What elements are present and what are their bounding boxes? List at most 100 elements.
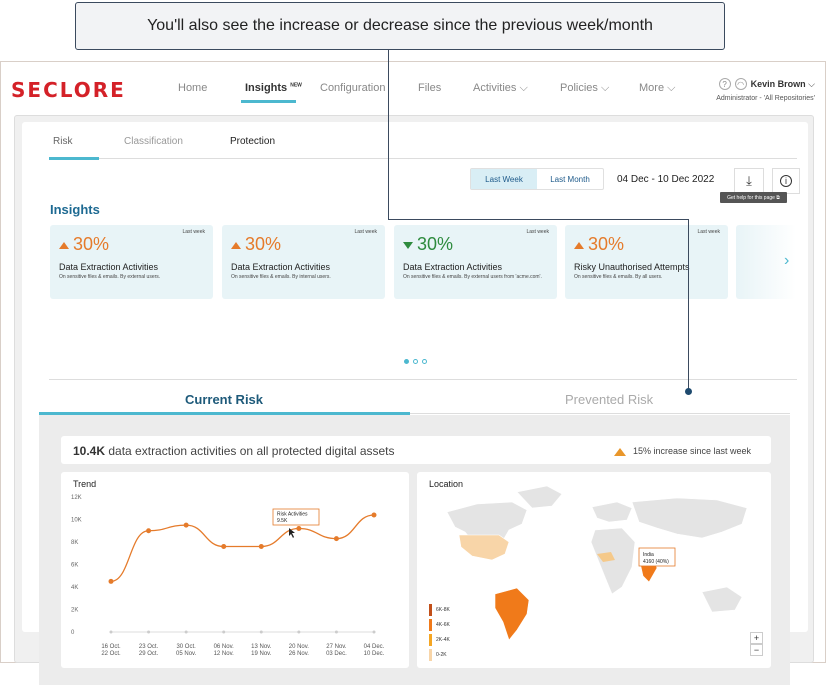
- location-map-card: Location India 4160 (40%): [417, 472, 771, 668]
- main-content: Risk Classification Protection Last Week…: [14, 115, 814, 685]
- subtab-divider: [49, 158, 797, 159]
- insight-card-partial[interactable]: [736, 225, 796, 299]
- map-legend: 6K-8K 4K-6K 2K-4K 0-2K: [429, 602, 450, 662]
- x-tick-label: 30 Oct.: [176, 644, 196, 650]
- data-point: [108, 578, 114, 584]
- nav-files[interactable]: Files: [418, 82, 442, 94]
- y-tick-label: 2K: [71, 608, 78, 614]
- risk-tab-indicator: [39, 412, 410, 415]
- card-period: Last week: [354, 229, 377, 235]
- nav-insights[interactable]: Insights NEW: [245, 82, 302, 94]
- map-zoom-controls: + −: [750, 632, 763, 656]
- x-tick-label: 13 Nov.: [251, 644, 272, 650]
- last-week-button[interactable]: Last Week: [471, 169, 537, 189]
- insight-card[interactable]: Last week 30% Data Extraction Activities…: [50, 225, 213, 299]
- x-tick-label: 12 Nov.: [214, 651, 235, 657]
- mouse-cursor-icon: [289, 528, 295, 538]
- subtab-protection[interactable]: Protection: [230, 136, 276, 147]
- card-subtitle: On sensitive files & emails. By all user…: [574, 274, 663, 280]
- nav-more[interactable]: More ⌵: [639, 82, 676, 94]
- insight-card[interactable]: Last week 30% Risky Unauthorised Attempt…: [565, 225, 728, 299]
- india-tooltip-country: India: [643, 552, 654, 558]
- x-tick: [222, 630, 226, 634]
- tab-prevented-risk[interactable]: Prevented Risk: [565, 392, 654, 407]
- insights-title: Insights: [50, 202, 100, 217]
- card-period: Last week: [526, 229, 549, 235]
- new-badge: NEW: [290, 82, 302, 89]
- carousel-dot[interactable]: [422, 359, 427, 364]
- tab-current-risk[interactable]: Current Risk: [185, 392, 264, 407]
- zoom-out-button[interactable]: −: [750, 644, 763, 656]
- insight-card[interactable]: Last week 30% Data Extraction Activities…: [394, 225, 557, 299]
- region-usa: [458, 534, 510, 561]
- nav-active-indicator: [241, 100, 296, 103]
- y-tick-label: 6K: [71, 563, 78, 569]
- x-tick-label: 03 Dec.: [326, 651, 347, 657]
- risk-summary: 10.4K data extraction activities on all …: [61, 436, 771, 464]
- increase-arrow-icon: [574, 241, 584, 249]
- callout-connector: [388, 50, 389, 220]
- card-percent: 30%: [574, 234, 624, 255]
- increase-arrow-icon: [613, 447, 626, 456]
- x-tick: [297, 630, 301, 634]
- region-brazil: [494, 587, 530, 641]
- carousel-dot[interactable]: [404, 359, 409, 364]
- carousel-dot[interactable]: [413, 359, 418, 364]
- zoom-in-button[interactable]: +: [750, 632, 763, 644]
- chart-tooltip-value: 9.5K: [277, 518, 288, 524]
- world-map[interactable]: India 4160 (40%): [417, 472, 771, 668]
- x-tick: [372, 630, 376, 634]
- trend-chart-card: Trend 0 2K 4K 6K 8K 10K 12K 16 Oct. 22 Oct. 23 Oc…: [61, 472, 409, 668]
- chart-tooltip-label: Risk Activities: [277, 512, 308, 518]
- india-tooltip-value: 4160 (40%): [643, 559, 669, 565]
- y-tick-label: 10K: [71, 518, 82, 524]
- info-icon: i: [780, 175, 792, 187]
- y-tick-label: 12K: [71, 495, 82, 501]
- chevron-down-icon[interactable]: ⌵: [808, 79, 815, 89]
- trend-line: [110, 514, 375, 583]
- region-middle-east: [597, 552, 615, 562]
- insight-card[interactable]: Last week 30% Data Extraction Activities…: [222, 225, 385, 299]
- chevron-right-icon[interactable]: ›: [784, 252, 790, 269]
- period-toggle: Last Week Last Month: [470, 168, 604, 190]
- x-tick-label: 22 Oct.: [101, 651, 121, 657]
- x-tick-label: 23 Oct.: [139, 644, 159, 650]
- top-nav: Home Insights NEW Configuration Files Ac…: [1, 82, 701, 102]
- card-title: Data Extraction Activities: [231, 262, 331, 272]
- increase-arrow-icon: [59, 241, 69, 249]
- summary-text: 10.4K data extraction activities on all …: [73, 444, 395, 458]
- nav-configuration[interactable]: Configuration: [320, 82, 386, 94]
- nav-home[interactable]: Home: [178, 82, 208, 94]
- subtab-classification[interactable]: Classification: [124, 136, 183, 147]
- subtab-risk[interactable]: Risk: [53, 136, 73, 147]
- user-role: Administrator - 'All Repositories': [716, 95, 815, 102]
- callout-pointer: [685, 388, 692, 395]
- y-tick-label: 4K: [71, 585, 78, 591]
- card-subtitle: On sensitive files & emails. By external…: [59, 274, 161, 280]
- info-button[interactable]: i: [772, 168, 800, 194]
- callout-connector: [688, 219, 689, 391]
- data-point: [371, 512, 377, 518]
- callout-connector: [388, 219, 688, 220]
- download-button[interactable]: ⤓: [734, 168, 764, 194]
- nav-policies[interactable]: Policies ⌵: [560, 82, 610, 94]
- x-tick-label: 16 Oct.: [101, 644, 121, 650]
- risk-tab-divider: [410, 413, 790, 414]
- carousel-dots: [404, 359, 427, 364]
- user-menu[interactable]: ? ◠ Kevin Brown ⌵ Administrator - 'All Rep…: [716, 78, 815, 102]
- subtab-active-indicator: [49, 157, 99, 160]
- callout-text: You'll also see the increase or decrease…: [147, 17, 653, 34]
- nav-activities[interactable]: Activities ⌵: [473, 82, 528, 94]
- date-range: 04 Dec - 10 Dec 2022: [617, 174, 715, 185]
- help-question-icon[interactable]: ?: [718, 78, 731, 90]
- y-tick-label: 0: [71, 630, 75, 636]
- y-tick-label: 8K: [71, 540, 78, 546]
- card-subtitle: On sensitive files & emails. By internal…: [231, 274, 331, 280]
- card-period: Last week: [182, 229, 205, 235]
- x-tick: [147, 630, 151, 634]
- card-title: Data Extraction Activities: [403, 262, 503, 272]
- chart-tooltip-box: [272, 508, 320, 526]
- last-month-button[interactable]: Last Month: [550, 174, 590, 184]
- card-subtitle: On sensitive files & emails. By external…: [403, 274, 542, 280]
- data-point: [183, 522, 189, 528]
